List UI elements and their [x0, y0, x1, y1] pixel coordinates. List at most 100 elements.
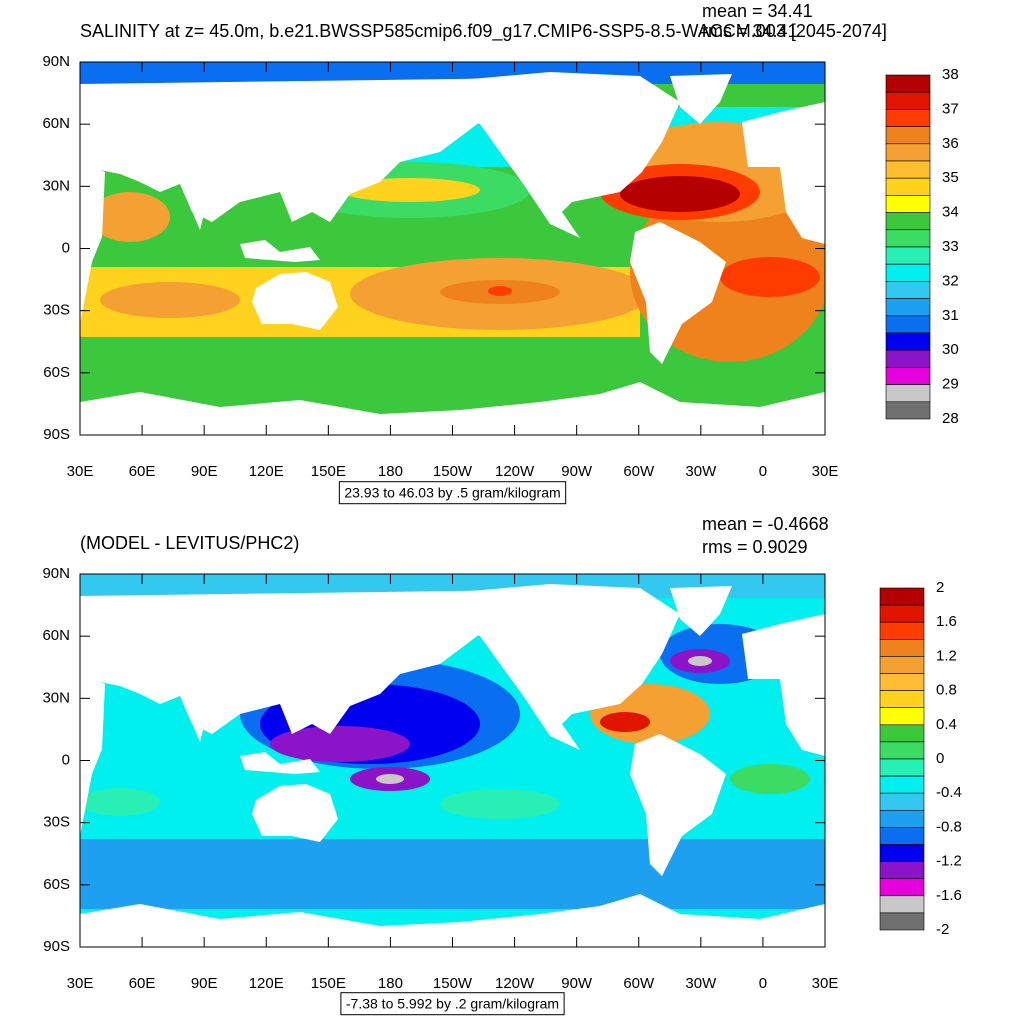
colorbar-box [885, 91, 931, 110]
colorbar-label: -1.6 [936, 887, 962, 904]
lat-label: 30S [43, 302, 70, 319]
colorbar-label: -1.2 [936, 853, 962, 870]
overlay: SALINITY at z= 45.0m, b.e21.BWSSP585cmip… [42, 1, 962, 1016]
colorbar-box [885, 109, 931, 127]
colorbar-box [885, 212, 931, 231]
lat-label: 90N [42, 565, 70, 582]
colorbar-label: 28 [942, 410, 959, 427]
colorbar-label: 37 [942, 100, 959, 117]
colorbar-box [879, 621, 925, 640]
rms-label: rms = 34.41 [702, 21, 798, 41]
lon-label: 30W [685, 463, 717, 480]
colorbar-box [879, 638, 925, 657]
colorbar-label: 38 [942, 66, 959, 83]
lon-label: 180 [378, 463, 403, 480]
lon-label: 0 [759, 975, 767, 992]
lon-label: 90W [561, 463, 593, 480]
lon-label: 180 [378, 975, 403, 992]
lon-label: 60E [129, 975, 156, 992]
colorbar-box [885, 384, 931, 403]
colorbar-box [879, 673, 925, 691]
lat-label: 90S [43, 426, 70, 443]
colorbar-box [879, 775, 925, 794]
colorbar-box [879, 912, 925, 931]
lon-label: 90E [191, 463, 218, 480]
colorbar-box [885, 229, 931, 248]
colorbar-box [879, 827, 925, 845]
lon-label: 30E [812, 975, 839, 992]
lat-label: 30S [43, 814, 70, 831]
colorbar-label: 33 [942, 238, 959, 255]
colorbar-box [879, 809, 925, 828]
lat-label: 60N [42, 115, 70, 132]
lon-label: 30E [67, 463, 94, 480]
lat-label: 90S [43, 938, 70, 955]
info-box [340, 992, 565, 1016]
colorbar-box [885, 315, 931, 334]
lon-label: 90W [561, 975, 593, 992]
colorbar-box [885, 349, 931, 368]
colorbar-box [885, 246, 931, 265]
lon-label: 30E [812, 463, 839, 480]
lon-label: 150W [433, 975, 473, 992]
colorbar-box [885, 195, 931, 213]
colorbar-box [885, 281, 931, 299]
colorbar-box [879, 707, 925, 726]
lon-label: 120E [249, 463, 284, 480]
lon-label: 120E [249, 975, 284, 992]
colorbar-box [879, 587, 925, 606]
colorbar-label: -0.8 [936, 818, 962, 835]
mean-label: mean = -0.4668 [702, 514, 829, 534]
lat-label: 0 [62, 751, 70, 768]
colorbar-box [885, 160, 931, 179]
colorbar-label: 1.6 [936, 613, 957, 630]
panel-title: (MODEL - LEVITUS/PHC2) [80, 533, 299, 553]
lon-label: 120W [495, 463, 535, 480]
lon-label: 30E [67, 975, 94, 992]
lon-label: 60W [623, 463, 655, 480]
colorbar-box [879, 861, 925, 879]
colorbar-box [879, 758, 925, 777]
rms-label: rms = 0.9029 [702, 537, 808, 557]
colorbar-box [885, 367, 931, 385]
colorbar-label: 36 [942, 135, 959, 152]
colorbar-label: 30 [942, 341, 959, 358]
colorbar-box [885, 401, 931, 420]
colorbar-label: 35 [942, 169, 959, 186]
mean-label: mean = 34.41 [702, 1, 813, 21]
map-2 [80, 574, 825, 947]
colorbar-label: 0.8 [936, 682, 957, 699]
lat-label: 60S [43, 364, 70, 381]
colorbar-box [879, 895, 925, 914]
panel-title: SALINITY at z= 45.0m, b.e21.BWSSP585cmip… [80, 21, 887, 42]
lat-label: 90N [42, 53, 70, 70]
colorbar-box [885, 263, 931, 282]
colorbar-box [885, 298, 931, 317]
colorbar-label: 0.4 [936, 716, 957, 733]
lon-label: 150E [311, 463, 346, 480]
colorbar-box [879, 878, 925, 897]
colorbar-box [885, 126, 931, 145]
colorbar-box [879, 604, 925, 623]
map-1 [80, 62, 825, 435]
lon-label: 60E [129, 463, 156, 480]
lat-label: 30N [42, 177, 70, 194]
colorbar-label: 2 [936, 579, 944, 596]
colorbar-box [885, 332, 931, 351]
colorbar-label: 1.2 [936, 647, 957, 664]
colorbar-box [879, 844, 925, 862]
colorbar-label: 31 [942, 307, 959, 324]
colorbar-label: -0.4 [936, 784, 962, 801]
colorbar-label: 0 [936, 750, 944, 767]
lon-label: 90E [191, 975, 218, 992]
lat-label: 60S [43, 876, 70, 893]
colorbar-box [885, 143, 931, 162]
colorbar-label: 29 [942, 376, 959, 393]
lat-label: 0 [62, 239, 70, 256]
lon-label: 30W [685, 975, 717, 992]
colorbar-box [879, 690, 925, 708]
lat-label: 60N [42, 627, 70, 644]
colorbar-label: 32 [942, 272, 959, 289]
colorbar-box [879, 792, 925, 811]
